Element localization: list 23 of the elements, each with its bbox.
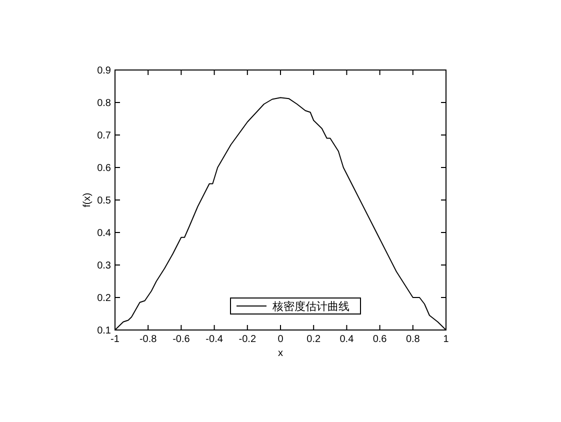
- y-axis-title: f(x): [82, 192, 93, 208]
- x-tick-label: -0.8: [139, 334, 158, 345]
- x-tick-label: 0.2: [306, 334, 321, 345]
- x-tick-label: 0: [278, 334, 284, 345]
- y-tick-label: 0.7: [97, 130, 112, 142]
- x-tick-label: -0.6: [172, 334, 190, 345]
- y-tick-label: 0.1: [97, 326, 112, 336]
- x-tick-label: 0.8: [406, 334, 420, 345]
- y-tick-label: 0.6: [97, 163, 112, 174]
- legend-label: 核密度估计曲线: [272, 300, 350, 313]
- y-tick-label: 0.4: [97, 228, 112, 239]
- x-tick-label: 0.4: [340, 334, 354, 345]
- y-tick-label: 0.2: [97, 293, 112, 304]
- y-tick-label: 0.9: [97, 66, 112, 76]
- x-tick-label: -1: [110, 334, 120, 345]
- x-tick-label: 1: [443, 334, 450, 345]
- x-tick-label: -0.4: [206, 334, 224, 345]
- y-tick-label: 0.5: [97, 196, 112, 206]
- y-tick-label: 0.8: [97, 98, 112, 109]
- y-tick-label: 0.3: [97, 260, 112, 272]
- x-axis-title: x: [278, 348, 283, 359]
- x-tick-label: -0.2: [238, 334, 256, 345]
- x-tick-label: 0.6: [372, 334, 388, 345]
